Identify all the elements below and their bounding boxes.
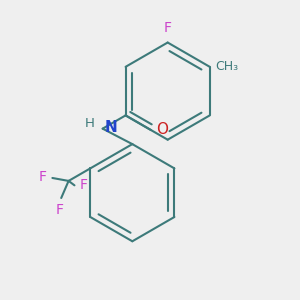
Text: F: F: [56, 203, 64, 217]
Text: CH₃: CH₃: [215, 60, 238, 73]
Text: F: F: [39, 170, 47, 184]
Text: H: H: [85, 117, 94, 130]
Text: F: F: [80, 178, 88, 192]
Text: O: O: [156, 122, 168, 137]
Text: N: N: [105, 120, 118, 135]
Text: F: F: [164, 21, 172, 35]
